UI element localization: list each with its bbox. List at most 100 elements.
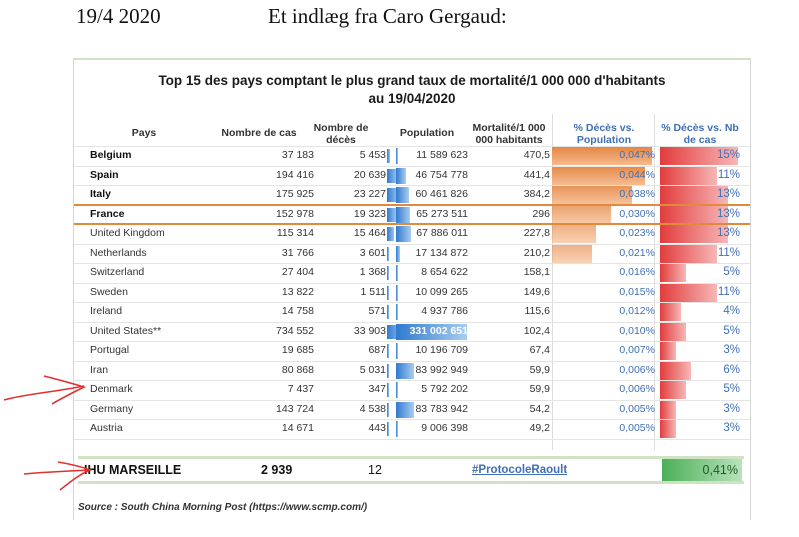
pct-cases-value: 3%: [723, 402, 740, 415]
pct-pop-value: 0,030%: [619, 207, 655, 220]
mortality-value: 470,5: [523, 149, 550, 161]
pct-cases-value: 11%: [717, 168, 740, 181]
population-value: 9 006 398: [421, 422, 468, 434]
population-value: 17 134 872: [415, 246, 468, 259]
table-row: Sweden 13 822 1 511 10 099 265 149,6 0,015% 11…: [74, 283, 750, 303]
deaths-value: 19 323: [353, 207, 386, 220]
ihu-rate: 0,41%: [662, 459, 742, 481]
pct-cases-value: 3%: [723, 422, 740, 434]
cases-value: 152 978: [276, 207, 314, 220]
deaths-value: 1 511: [360, 285, 387, 298]
pct-cases-bar: [660, 264, 686, 282]
post-date: 19/4 2020: [76, 4, 161, 28]
country-name: Netherlands: [90, 246, 147, 259]
row-divider: [74, 302, 750, 303]
header-deaths-line1: Nombre de: [313, 122, 369, 134]
protocole-raoult-link[interactable]: #ProtocoleRaoult: [472, 464, 568, 476]
red-arrow-ihu: [23, 461, 93, 491]
pct-cases-value: 15%: [716, 149, 740, 161]
pct-cases-value: 5%: [723, 266, 740, 278]
pct-pop-value: 0,023%: [619, 227, 655, 239]
cases-value: 7 437: [287, 383, 314, 395]
country-name: Belgium: [90, 149, 132, 161]
table-row: Ireland 14 758 571 4 937 786 115,6 0,012% 4%: [74, 302, 750, 322]
pct-pop-value: 0,010%: [619, 324, 655, 337]
table-row: Iran 80 868 5 031 83 992 949 59,9 0,006% 6%: [74, 361, 750, 381]
mortality-bar: [552, 205, 612, 224]
population-value: 60 461 826: [415, 188, 468, 200]
pct-pop-value: 0,038%: [619, 188, 655, 200]
population-bar: [396, 167, 407, 184]
header-pct-cases: % Décès vs. Nb de cas: [654, 122, 746, 146]
row-divider: [74, 185, 750, 186]
mortality-table-card: Top 15 des pays comptant le plus grand t…: [73, 58, 751, 520]
cases-value: 14 758: [281, 305, 314, 317]
country-name: Austria: [90, 422, 123, 434]
row-divider: [74, 360, 750, 362]
pct-cases-bar: [660, 303, 681, 321]
cases-value: 115 314: [276, 227, 314, 239]
pct-cases-value: 5%: [723, 324, 740, 337]
ihu-deaths: 12: [368, 463, 382, 477]
country-name: United States**: [90, 324, 162, 337]
header-mortality-line1: Mortalité/1 000: [472, 122, 546, 134]
header-cases: Nombre de cas: [221, 127, 297, 139]
pct-pop-value: 0,044%: [619, 168, 655, 181]
mortality-value: 59,9: [529, 363, 550, 376]
deaths-value: 20 639: [353, 168, 386, 181]
deaths-value: 5 453: [359, 149, 386, 161]
table-row: United Kingdom 115 314 15 464 67 886 011 227…: [74, 224, 750, 244]
table-title: Top 15 des pays comptant le plus grand t…: [74, 72, 750, 108]
row-divider: [74, 419, 750, 420]
row-divider: [74, 165, 750, 167]
country-name: United Kingdom: [90, 227, 165, 239]
pct-cases-value: 13%: [716, 207, 740, 220]
row-divider: [74, 438, 750, 440]
cases-value: 734 552: [276, 324, 314, 337]
deaths-bar: [387, 149, 390, 163]
mortality-bar: [552, 166, 646, 185]
table-row: Italy 175 925 23 227 60 461 826 384,2 0,038% 1…: [74, 185, 750, 205]
deaths-bar: [387, 246, 389, 261]
deaths-bar: [387, 266, 389, 280]
country-name: France: [90, 207, 125, 220]
country-name: Germany: [90, 402, 134, 415]
deaths-value: 443: [368, 422, 386, 434]
mortality-value: 210,2: [523, 246, 550, 259]
deaths-value: 347: [368, 383, 386, 395]
ihu-name: IHU MARSEILLE: [84, 463, 182, 477]
population-bar: [396, 284, 399, 301]
pct-cases-value: 6%: [723, 363, 740, 376]
row-divider: [74, 341, 750, 342]
pct-cases-bar: [660, 400, 676, 419]
deaths-bar: [387, 305, 389, 319]
mortality-bar: [552, 147, 652, 165]
mortality-value: 296: [532, 207, 550, 220]
header-mortality-line2: 000 habitants: [475, 134, 543, 146]
deaths-value: 23 227: [353, 188, 386, 200]
pct-pop-value: 0,047%: [619, 149, 655, 161]
mortality-bar: [552, 186, 632, 204]
row-divider: [74, 263, 750, 264]
population-value: 11 589 623: [416, 149, 468, 161]
deaths-bar: [387, 168, 397, 183]
pct-pop-value: 0,005%: [619, 402, 655, 415]
pct-cases-value: 3%: [723, 344, 740, 356]
cases-value: 175 925: [276, 188, 314, 200]
deaths-bar: [387, 285, 389, 300]
table-row: Netherlands 31 766 3 601 17 134 872 210,2 0,0…: [74, 244, 750, 264]
population-value: 331 002 651: [409, 324, 468, 337]
mortality-value: 158,1: [523, 266, 550, 278]
pct-pop-value: 0,012%: [619, 305, 655, 317]
cases-value: 27 404: [281, 266, 314, 278]
post-title: Et indlæg fra Caro Gergaud:: [268, 4, 507, 28]
deaths-bar: [387, 383, 389, 397]
france-highlight-top: [74, 203, 750, 206]
pct-pop-value: 0,021%: [619, 246, 655, 259]
country-name: Sweden: [90, 285, 128, 298]
ihu-cases: 2 939: [261, 463, 293, 477]
table-row: Austria 14 671 443 9 006 398 49,2 0,005% 3%: [74, 419, 750, 439]
deaths-bar: [387, 422, 389, 436]
population-bar: [396, 382, 398, 398]
mortality-value: 384,2: [523, 188, 550, 200]
